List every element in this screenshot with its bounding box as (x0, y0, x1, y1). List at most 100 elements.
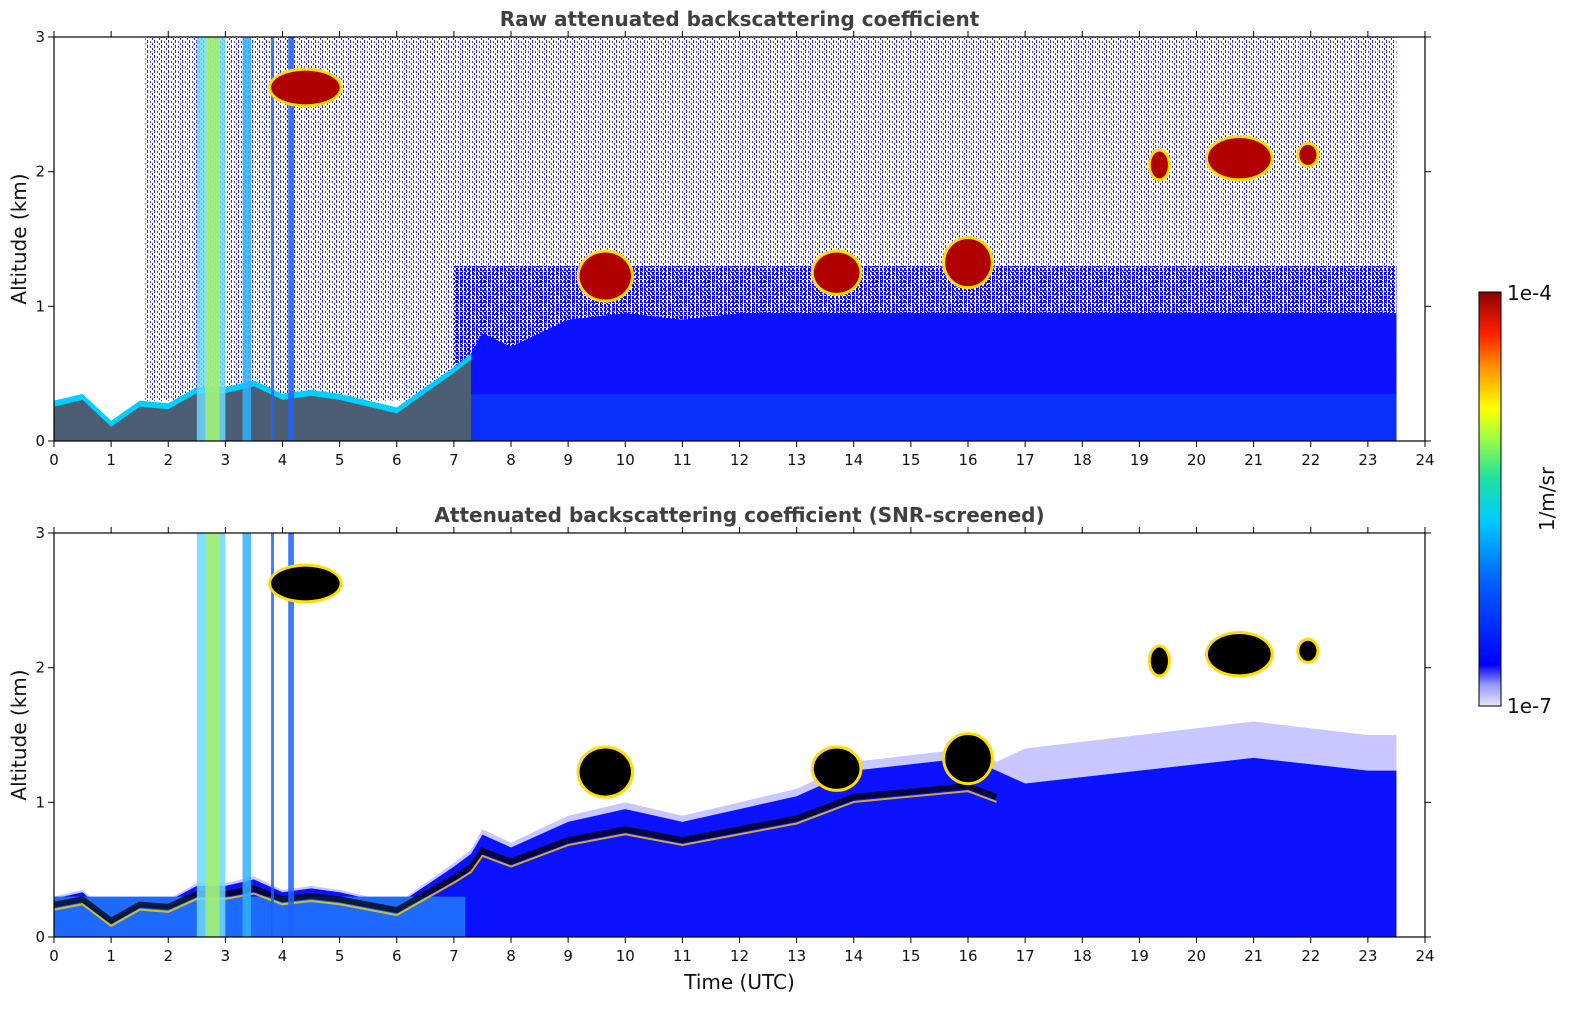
x-tick-label: 3 (221, 451, 231, 469)
boundary-layer-core (54, 359, 472, 441)
x-tick-label: 11 (673, 451, 692, 469)
raw-backscatter-panel: Raw attenuated backscattering coefficien… (7, 7, 1435, 469)
cloud (1150, 647, 1168, 675)
cloud (1299, 640, 1317, 661)
x-tick-label: 13 (787, 451, 806, 469)
x-tick-label: 0 (49, 451, 59, 469)
cloud (1150, 151, 1168, 179)
y-axis-label: Altitude (km) (7, 669, 31, 800)
rain-streak (242, 37, 252, 441)
x-tick-label: 23 (1358, 947, 1377, 965)
y-tick-label: 1 (35, 793, 45, 811)
x-tick-label: 6 (392, 451, 402, 469)
rain-streak (242, 533, 252, 937)
x-tick-label: 15 (901, 947, 920, 965)
cloud (813, 252, 860, 293)
x-tick-label: 23 (1358, 451, 1377, 469)
x-tick-label: 2 (163, 451, 173, 469)
x-tick-label: 16 (958, 947, 977, 965)
x-tick-label: 12 (730, 947, 749, 965)
x-tick-label: 19 (1130, 947, 1149, 965)
cloud (271, 566, 340, 601)
x-tick-label: 13 (787, 947, 806, 965)
plot-area (54, 37, 1397, 441)
x-tick-label: 22 (1301, 451, 1320, 469)
x-tick-label: 4 (278, 947, 288, 965)
x-tick-label: 21 (1244, 947, 1263, 965)
cloud (1207, 138, 1271, 179)
panel-title: Raw attenuated backscattering coefficien… (500, 7, 980, 31)
x-tick-label: 0 (49, 947, 59, 965)
x-tick-label: 1 (106, 451, 116, 469)
cloud (1299, 144, 1317, 165)
rain-streak (288, 37, 294, 441)
x-tick-label: 5 (335, 451, 345, 469)
x-tick-label: 20 (1187, 451, 1206, 469)
x-tick-label: 6 (392, 947, 402, 965)
surface-layer (453, 393, 1397, 441)
colorbar-max-label: 1e-4 (1507, 281, 1552, 305)
cloud (579, 748, 631, 796)
x-tick-label: 8 (506, 947, 516, 965)
rain-core (205, 37, 220, 441)
y-tick-label: 2 (35, 659, 45, 677)
rain-streak (288, 533, 294, 937)
cloud (271, 70, 340, 105)
cloud (1207, 634, 1271, 675)
y-tick-label: 0 (35, 432, 45, 450)
rain-streak (271, 533, 274, 937)
x-tick-label: 21 (1244, 451, 1263, 469)
x-tick-label: 4 (278, 451, 288, 469)
x-tick-label: 1 (106, 947, 116, 965)
y-axis-label: Altitude (km) (7, 173, 31, 304)
x-tick-label: 18 (1073, 451, 1092, 469)
cloud (945, 735, 991, 783)
aerosol-layer (54, 757, 1397, 937)
cloud (945, 239, 991, 287)
y-tick-label: 1 (35, 297, 45, 315)
plot-area (54, 533, 1397, 937)
cloud (579, 252, 631, 300)
x-tick-label: 19 (1130, 451, 1149, 469)
cloud (813, 748, 860, 789)
x-tick-label: 17 (1016, 947, 1035, 965)
x-tick-label: 14 (844, 947, 863, 965)
x-tick-label: 17 (1016, 451, 1035, 469)
colorbar: 1e-4 1e-7 1/m/sr (1478, 281, 1559, 718)
boundary-layer-top (54, 783, 998, 925)
x-tick-label: 9 (563, 947, 573, 965)
x-tick-label: 18 (1073, 947, 1092, 965)
x-tick-label: 14 (844, 451, 863, 469)
x-tick-label: 2 (163, 947, 173, 965)
x-tick-label: 20 (1187, 947, 1206, 965)
panel-title: Attenuated backscattering coefficient (S… (434, 503, 1044, 527)
x-tick-label: 3 (221, 947, 231, 965)
x-tick-label: 12 (730, 451, 749, 469)
rain-core (205, 533, 220, 937)
x-tick-label: 9 (563, 451, 573, 469)
y-tick-label: 3 (35, 28, 45, 46)
x-axis-label: Time (UTC) (683, 970, 795, 994)
y-tick-label: 2 (35, 163, 45, 181)
x-tick-label: 11 (673, 947, 692, 965)
x-tick-label: 15 (901, 451, 920, 469)
y-tick-label: 3 (35, 524, 45, 542)
y-tick-label: 0 (35, 928, 45, 946)
x-tick-label: 10 (616, 451, 635, 469)
x-tick-label: 5 (335, 947, 345, 965)
colorbar-unit-label: 1/m/sr (1535, 466, 1559, 531)
x-tick-label: 7 (449, 947, 459, 965)
x-tick-label: 16 (958, 451, 977, 469)
x-tick-label: 22 (1301, 947, 1320, 965)
colorbar-gradient (1478, 291, 1502, 707)
x-tick-label: 8 (506, 451, 516, 469)
boundary-layer-edge (54, 790, 997, 928)
x-tick-label: 24 (1415, 947, 1434, 965)
colorbar-min-label: 1e-7 (1507, 694, 1552, 718)
x-tick-label: 7 (449, 451, 459, 469)
x-tick-label: 24 (1415, 451, 1434, 469)
rain-streak (271, 37, 274, 441)
x-tick-label: 10 (616, 947, 635, 965)
screened-backscatter-panel: Attenuated backscattering coefficient (S… (7, 503, 1435, 994)
